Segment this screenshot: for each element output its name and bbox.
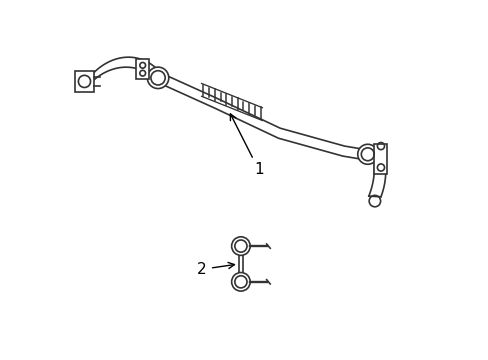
Circle shape <box>357 144 377 164</box>
Text: 1: 1 <box>230 114 263 177</box>
FancyBboxPatch shape <box>75 71 94 92</box>
FancyBboxPatch shape <box>135 59 149 78</box>
Text: 2: 2 <box>197 262 234 277</box>
Circle shape <box>231 237 250 255</box>
FancyBboxPatch shape <box>373 144 386 174</box>
Circle shape <box>231 273 250 291</box>
Circle shape <box>147 67 168 89</box>
